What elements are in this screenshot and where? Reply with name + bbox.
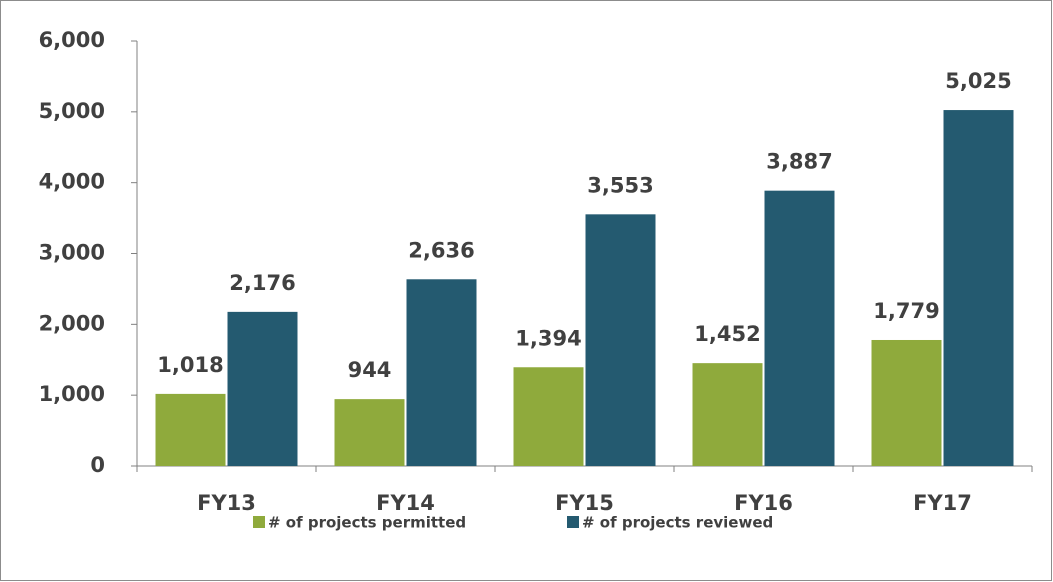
bar xyxy=(406,279,477,466)
y-tick-label: 0 xyxy=(90,453,105,477)
y-tick-label: 5,000 xyxy=(39,99,105,123)
data-label: 1,018 xyxy=(157,353,223,377)
x-tick-label: FY16 xyxy=(734,491,793,515)
y-tick-label: 2,000 xyxy=(39,311,105,335)
data-label: 944 xyxy=(348,358,392,382)
x-tick-label: FY17 xyxy=(913,491,972,515)
legend-swatch xyxy=(567,516,579,528)
data-label: 2,636 xyxy=(408,238,474,262)
data-label: 1,394 xyxy=(515,326,581,350)
bar xyxy=(943,110,1014,466)
bar xyxy=(513,367,584,466)
y-tick-label: 6,000 xyxy=(39,28,105,52)
y-tick-label: 3,000 xyxy=(39,241,105,265)
bar xyxy=(155,393,226,466)
bar xyxy=(585,214,656,466)
bar xyxy=(334,399,405,466)
x-tick-label: FY14 xyxy=(376,491,435,515)
data-label: 3,553 xyxy=(587,173,653,197)
legend-swatch xyxy=(253,516,265,528)
x-tick-label: FY15 xyxy=(555,491,614,515)
data-label: 2,176 xyxy=(229,271,295,295)
data-label: 1,452 xyxy=(694,322,760,346)
y-tick-label: 4,000 xyxy=(39,170,105,194)
x-tick-label: FY13 xyxy=(197,491,256,515)
legend-label: # of projects reviewed xyxy=(582,514,773,532)
data-label: 1,779 xyxy=(873,299,939,323)
y-tick-label: 1,000 xyxy=(39,382,105,406)
data-label: 3,887 xyxy=(766,150,832,174)
bar xyxy=(764,190,835,466)
bar xyxy=(227,311,298,466)
legend-label: # of projects permitted xyxy=(268,514,466,532)
bar xyxy=(871,339,942,466)
data-label: 5,025 xyxy=(945,69,1011,93)
bar xyxy=(692,363,763,466)
